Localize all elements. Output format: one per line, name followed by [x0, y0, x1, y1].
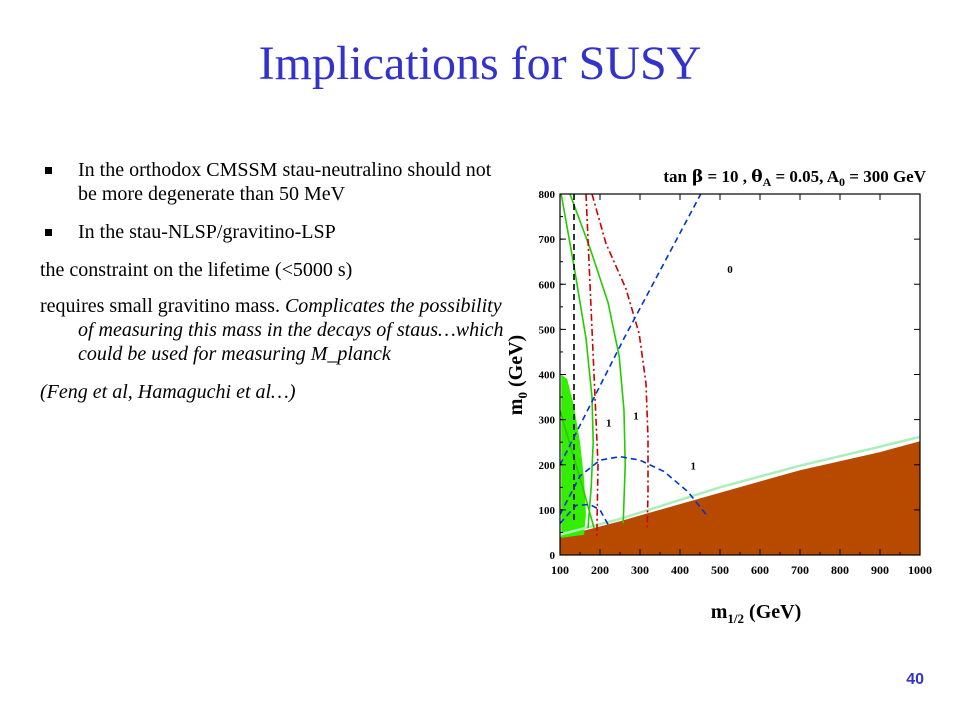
x-tick-label: 1000: [908, 563, 932, 577]
red-curve-1-line: [585, 194, 599, 537]
plot-area: 0 1 1 1: [560, 194, 920, 555]
y-tick-label: 300: [539, 415, 556, 427]
y-tick-label: 700: [539, 234, 556, 246]
paragraph-references: (Feng et al, Hamaguchi et al…): [40, 380, 510, 404]
bullet-2-text: In the stau-NLSP/gravitino-LSP: [78, 221, 336, 243]
x-tick-label: 600: [751, 563, 769, 577]
contour-annotation: 1: [633, 411, 639, 423]
chart-title: tan β = 10 , θA = 0.05, A0 = 300 GeV: [663, 167, 926, 189]
contour-annotation: 0: [727, 264, 733, 276]
paragraph-gravitino-plain: requires small gravitino mass.: [40, 295, 285, 317]
references-text: (Feng et al, Hamaguchi et al…): [40, 381, 296, 403]
y-tick-label: 400: [539, 370, 556, 382]
axes: 100 200 300 400 500 600 700 800 900 1000010020030…: [539, 189, 933, 577]
slide-number: 40: [906, 671, 924, 688]
x-axis-label: m1/2 (GeV): [711, 601, 802, 626]
green-curve-right-line: [569, 194, 627, 524]
square-bullet-icon: [45, 167, 52, 174]
y-tick-label: 0: [550, 550, 556, 562]
pale-green-boundary-line: [560, 435, 920, 536]
x-tick-label: 800: [831, 563, 849, 577]
x-tick-label: 200: [591, 563, 609, 577]
bullet-1-text: In the orthodox CMSSM stau-neutralino sh…: [78, 159, 492, 205]
paragraph-lifetime: the constraint on the lifetime (<5000 s): [40, 259, 353, 281]
y-tick-label: 200: [539, 460, 556, 472]
x-tick-label: 900: [871, 563, 889, 577]
y-tick-label: 100: [539, 505, 556, 517]
y-tick-label: 800: [539, 189, 556, 201]
paragraph-gravitino-italic: Complicates the possibility of measuring…: [78, 295, 504, 365]
region-stau-lsp: [560, 441, 920, 555]
green-curve-inner-line: [560, 410, 595, 529]
x-tick-label: 300: [631, 563, 649, 577]
y-axis-label: m0 (GeV): [505, 335, 530, 415]
square-bullet-icon: [45, 229, 52, 236]
contour-annotation: 1: [690, 460, 696, 472]
bullet-2: In the stau-NLSP/gravitino-LSP: [40, 220, 510, 244]
susy-parameter-plot: tan β = 10 , θA = 0.05, A0 = 300 GeV 0 1 1 1…: [505, 167, 933, 626]
x-tick-label: 400: [671, 563, 689, 577]
blue-diagonal-line: [560, 194, 702, 466]
y-tick-label: 500: [539, 324, 556, 336]
y-tick-label: 600: [539, 279, 556, 291]
bullet-1: In the orthodox CMSSM stau-neutralino sh…: [40, 158, 510, 206]
contour-annotation: 1: [606, 417, 612, 429]
blue-arc-large-line: [560, 455, 707, 515]
paragraph-gravitino: requires small gravitino mass. Complicat…: [40, 294, 510, 366]
slide-text: In the orthodox CMSSM stau-neutralino sh…: [40, 158, 510, 418]
x-tick-label: 100: [551, 563, 569, 577]
x-tick-label: 500: [711, 563, 729, 577]
slide-title: Implications for SUSY: [258, 37, 702, 90]
x-tick-label: 700: [791, 563, 809, 577]
plot-content: [560, 194, 920, 555]
